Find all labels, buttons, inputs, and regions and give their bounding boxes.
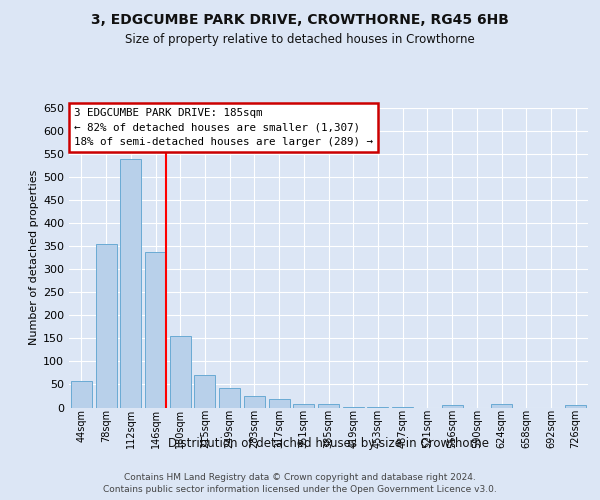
Bar xyxy=(120,159,141,408)
Bar xyxy=(219,388,240,407)
Text: 3, EDGCUMBE PARK DRIVE, CROWTHORNE, RG45 6HB: 3, EDGCUMBE PARK DRIVE, CROWTHORNE, RG45… xyxy=(91,12,509,26)
Bar xyxy=(194,375,215,408)
Text: Distribution of detached houses by size in Crowthorne: Distribution of detached houses by size … xyxy=(168,438,490,450)
Bar xyxy=(392,406,413,408)
Bar xyxy=(170,336,191,407)
Bar xyxy=(269,399,290,407)
Bar xyxy=(442,405,463,407)
Bar xyxy=(95,244,116,408)
Bar xyxy=(343,406,364,408)
Bar xyxy=(565,405,586,407)
Bar xyxy=(145,252,166,408)
Bar xyxy=(71,380,92,407)
Bar xyxy=(318,404,339,407)
Bar xyxy=(491,404,512,407)
Y-axis label: Number of detached properties: Number of detached properties xyxy=(29,170,39,345)
Text: Contains HM Land Registry data © Crown copyright and database right 2024.
Contai: Contains HM Land Registry data © Crown c… xyxy=(103,472,497,494)
Bar xyxy=(244,396,265,407)
Text: 3 EDGCUMBE PARK DRIVE: 185sqm
← 82% of detached houses are smaller (1,307)
18% o: 3 EDGCUMBE PARK DRIVE: 185sqm ← 82% of d… xyxy=(74,108,373,147)
Bar xyxy=(293,404,314,407)
Text: Size of property relative to detached houses in Crowthorne: Size of property relative to detached ho… xyxy=(125,32,475,46)
Bar xyxy=(367,406,388,408)
